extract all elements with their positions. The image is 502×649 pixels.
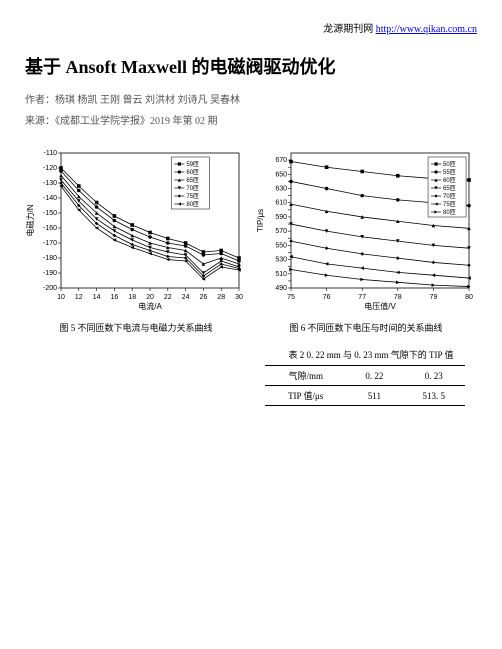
svg-text:14: 14 xyxy=(93,294,101,301)
svg-text:590: 590 xyxy=(275,214,287,221)
svg-text:-190: -190 xyxy=(43,270,57,277)
table-cell: 气隙/mm xyxy=(265,366,346,386)
svg-text:65匝: 65匝 xyxy=(443,185,456,192)
svg-text:75匝: 75匝 xyxy=(443,201,456,208)
svg-text:670: 670 xyxy=(275,157,287,164)
chart6-caption: 图 6 不同匝数下电压与时间的关系曲线 xyxy=(255,321,477,334)
svg-text:75: 75 xyxy=(287,294,295,301)
table-cell: 0. 22 xyxy=(346,366,402,386)
table-cell: 511 xyxy=(346,386,402,406)
svg-text:-160: -160 xyxy=(43,225,57,232)
chart6-svg: 75 76 77 78 79 80 490 510 530 550 570 590 610 630 650 6… xyxy=(255,147,475,312)
svg-text:30: 30 xyxy=(235,294,243,301)
svg-text:75匝: 75匝 xyxy=(186,193,199,200)
svg-text:16: 16 xyxy=(111,294,119,301)
svg-text:26: 26 xyxy=(200,294,208,301)
authors-line: 作者：杨琪 杨凯 王刚 曾云 刘洪材 刘诗凡 吴春林 xyxy=(25,91,477,106)
svg-text:70匝: 70匝 xyxy=(443,193,456,200)
svg-text:70匝: 70匝 xyxy=(186,185,199,192)
svg-text:80匝: 80匝 xyxy=(443,209,456,216)
svg-text:78: 78 xyxy=(394,294,402,301)
svg-text:59匝: 59匝 xyxy=(186,161,199,168)
svg-text:-130: -130 xyxy=(43,180,57,187)
table2-caption: 表 2 0. 22 mm 与 0. 23 mm 气隙下的 TIP 值 xyxy=(265,348,477,361)
table-cell: 513. 5 xyxy=(402,386,465,406)
svg-text:50匝: 50匝 xyxy=(443,161,456,168)
svg-text:77: 77 xyxy=(358,294,366,301)
header-link: 龙源期刊网 http://www.qikan.com.cn xyxy=(25,20,477,35)
svg-text:610: 610 xyxy=(275,200,287,207)
table2-wrap: 表 2 0. 22 mm 与 0. 23 mm 气隙下的 TIP 值 气隙/mm… xyxy=(265,348,477,406)
svg-text:530: 530 xyxy=(275,257,287,264)
svg-text:22: 22 xyxy=(164,294,172,301)
svg-text:28: 28 xyxy=(217,294,225,301)
header-link-url[interactable]: http://www.qikan.com.cn xyxy=(376,24,477,35)
svg-text:630: 630 xyxy=(275,186,287,193)
source-text: 《成都工业学院学报》2019 年第 02 期 xyxy=(55,116,218,127)
chart5-block: 10 12 14 16 18 20 22 24 26 28 30 -200 -190 -180 -170 -1… xyxy=(25,147,247,334)
svg-text:60匝: 60匝 xyxy=(443,177,456,184)
svg-text:TIP/μs: TIP/μs xyxy=(256,209,265,232)
svg-text:电流/A: 电流/A xyxy=(138,301,162,311)
svg-text:65匝: 65匝 xyxy=(186,177,199,184)
svg-text:24: 24 xyxy=(182,294,190,301)
svg-text:-140: -140 xyxy=(43,195,57,202)
svg-text:10: 10 xyxy=(57,294,65,301)
source-line: 来源：《成都工业学院学报》2019 年第 02 期 xyxy=(25,112,477,127)
svg-text:55匝: 55匝 xyxy=(443,169,456,176)
authors-names: 杨琪 杨凯 王刚 曾云 刘洪材 刘诗凡 吴春林 xyxy=(55,95,240,106)
header-link-prefix: 龙源期刊网 xyxy=(323,24,376,35)
table2: 气隙/mm 0. 22 0. 23 TIP 值/μs 511 513. 5 xyxy=(265,365,465,406)
chart5-svg: 10 12 14 16 18 20 22 24 26 28 30 -200 -190 -180 -170 -1… xyxy=(25,147,245,312)
svg-text:18: 18 xyxy=(128,294,136,301)
svg-text:-170: -170 xyxy=(43,240,57,247)
svg-text:510: 510 xyxy=(275,271,287,278)
svg-text:-150: -150 xyxy=(43,210,57,217)
svg-text:-200: -200 xyxy=(43,285,57,292)
svg-text:80匝: 80匝 xyxy=(186,201,199,208)
svg-text:20: 20 xyxy=(146,294,154,301)
table-cell: TIP 值/μs xyxy=(265,386,346,406)
svg-text:79: 79 xyxy=(430,294,438,301)
svg-text:76: 76 xyxy=(323,294,331,301)
svg-text:80: 80 xyxy=(465,294,473,301)
chart5-caption: 图 5 不同匝数下电流与电磁力关系曲线 xyxy=(25,321,247,334)
svg-text:电磁力/N: 电磁力/N xyxy=(25,204,35,236)
table-cell: 0. 23 xyxy=(402,366,465,386)
svg-text:570: 570 xyxy=(275,228,287,235)
authors-label: 作者： xyxy=(25,95,55,106)
svg-text:490: 490 xyxy=(275,285,287,292)
svg-text:12: 12 xyxy=(75,294,83,301)
table-row: TIP 值/μs 511 513. 5 xyxy=(265,386,465,406)
chart6-block: 75 76 77 78 79 80 490 510 530 550 570 590 610 630 650 6… xyxy=(255,147,477,334)
svg-text:650: 650 xyxy=(275,171,287,178)
table-row: 气隙/mm 0. 22 0. 23 xyxy=(265,366,465,386)
source-label: 来源： xyxy=(25,116,55,127)
svg-text:60匝: 60匝 xyxy=(186,169,199,176)
svg-text:-110: -110 xyxy=(44,150,58,157)
svg-text:电压值/V: 电压值/V xyxy=(364,301,396,311)
svg-text:-180: -180 xyxy=(43,255,57,262)
svg-text:550: 550 xyxy=(275,242,287,249)
page-title: 基于 Ansoft Maxwell 的电磁阀驱动优化 xyxy=(25,53,477,79)
svg-text:-120: -120 xyxy=(43,165,57,172)
charts-row: 10 12 14 16 18 20 22 24 26 28 30 -200 -190 -180 -170 -1… xyxy=(25,147,477,334)
